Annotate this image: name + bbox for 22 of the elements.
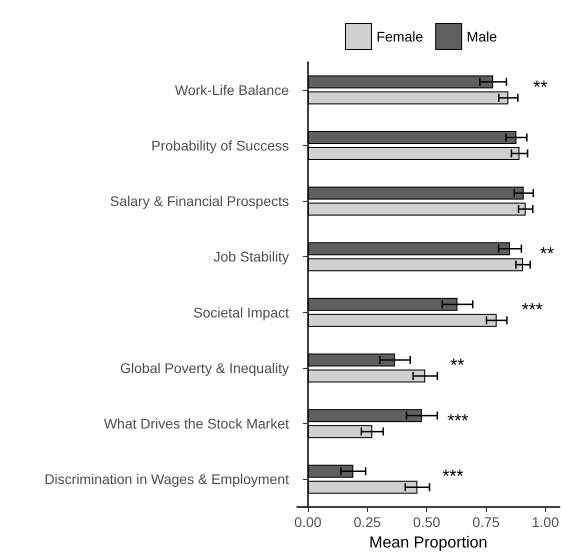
y-tick-label: What Drives the Stock Market [104, 416, 290, 432]
x-tick-label: 0.75 [472, 514, 500, 530]
y-tick-label: Probability of Success [151, 137, 289, 154]
y-tick-label: Global Poverty & Inequality [120, 360, 289, 376]
annotation: *** [442, 466, 464, 486]
x-axis-title: Mean Proportion [369, 534, 488, 552]
x-tick-label: 0.25 [354, 514, 382, 530]
y-tick-label: Job Stability [214, 248, 289, 265]
annotation: ** [533, 76, 548, 97]
annotation: ** [450, 354, 464, 375]
y-tick-label: Societal Impact [193, 304, 290, 320]
y-tick-label: Salary & Financial Prospects [110, 193, 289, 210]
annotation: *** [447, 410, 468, 431]
annotation: ** [540, 244, 554, 264]
y-tick-label: Work-Life Balance [174, 82, 290, 98]
x-tick-label: 1.00 [532, 514, 560, 530]
y-tick-label: Discrimination in Wages & Employment [44, 471, 290, 488]
x-tick-label: 0.50 [413, 514, 440, 530]
legend-label: Female [376, 28, 424, 44]
x-tick-label: 0.00 [294, 514, 322, 530]
legend-label: Male [466, 28, 498, 44]
annotation: *** [522, 299, 543, 320]
